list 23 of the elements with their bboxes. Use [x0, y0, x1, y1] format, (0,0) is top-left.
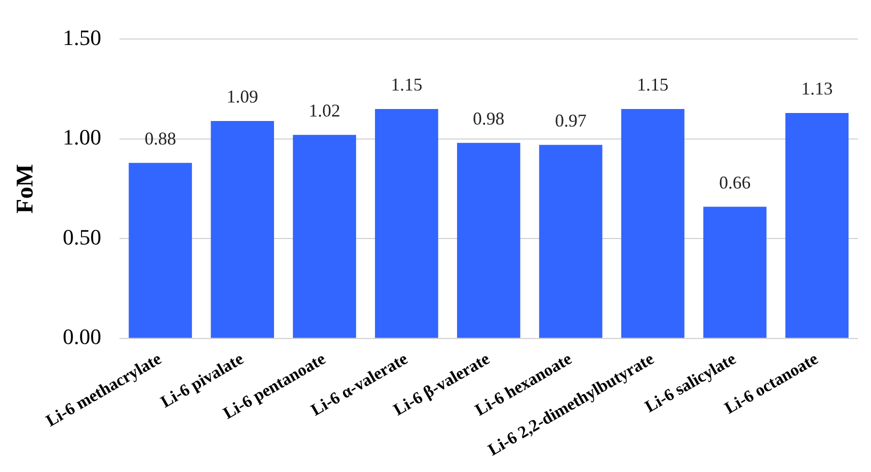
y-axis-title: FoM: [12, 164, 39, 214]
bar: [128, 162, 192, 338]
bar: [457, 142, 520, 338]
data-label: 1.02: [308, 100, 340, 121]
y-tick-label: 1.50: [62, 24, 102, 50]
data-label: 1.09: [226, 86, 258, 107]
bar: [621, 109, 684, 338]
data-label: 1.13: [801, 78, 833, 99]
y-tick-label: 1.00: [62, 124, 102, 150]
y-tick-label: 0.50: [62, 224, 102, 250]
data-label: 1.15: [390, 74, 422, 95]
data-label: 1.15: [637, 74, 669, 95]
y-tick-label: 0.00: [62, 324, 102, 350]
data-label: 0.66: [719, 172, 751, 192]
data-label: 0.98: [472, 108, 504, 129]
bar: [374, 109, 438, 338]
data-label: 0.88: [144, 128, 176, 149]
data-label: 0.97: [554, 110, 586, 131]
bar: [292, 134, 356, 338]
bar: [539, 144, 602, 338]
bar: [703, 206, 766, 338]
bar: [210, 120, 274, 338]
bar: [785, 112, 849, 338]
